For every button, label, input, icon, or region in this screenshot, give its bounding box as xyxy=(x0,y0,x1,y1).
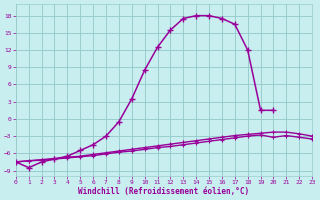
X-axis label: Windchill (Refroidissement éolien,°C): Windchill (Refroidissement éolien,°C) xyxy=(78,187,250,196)
